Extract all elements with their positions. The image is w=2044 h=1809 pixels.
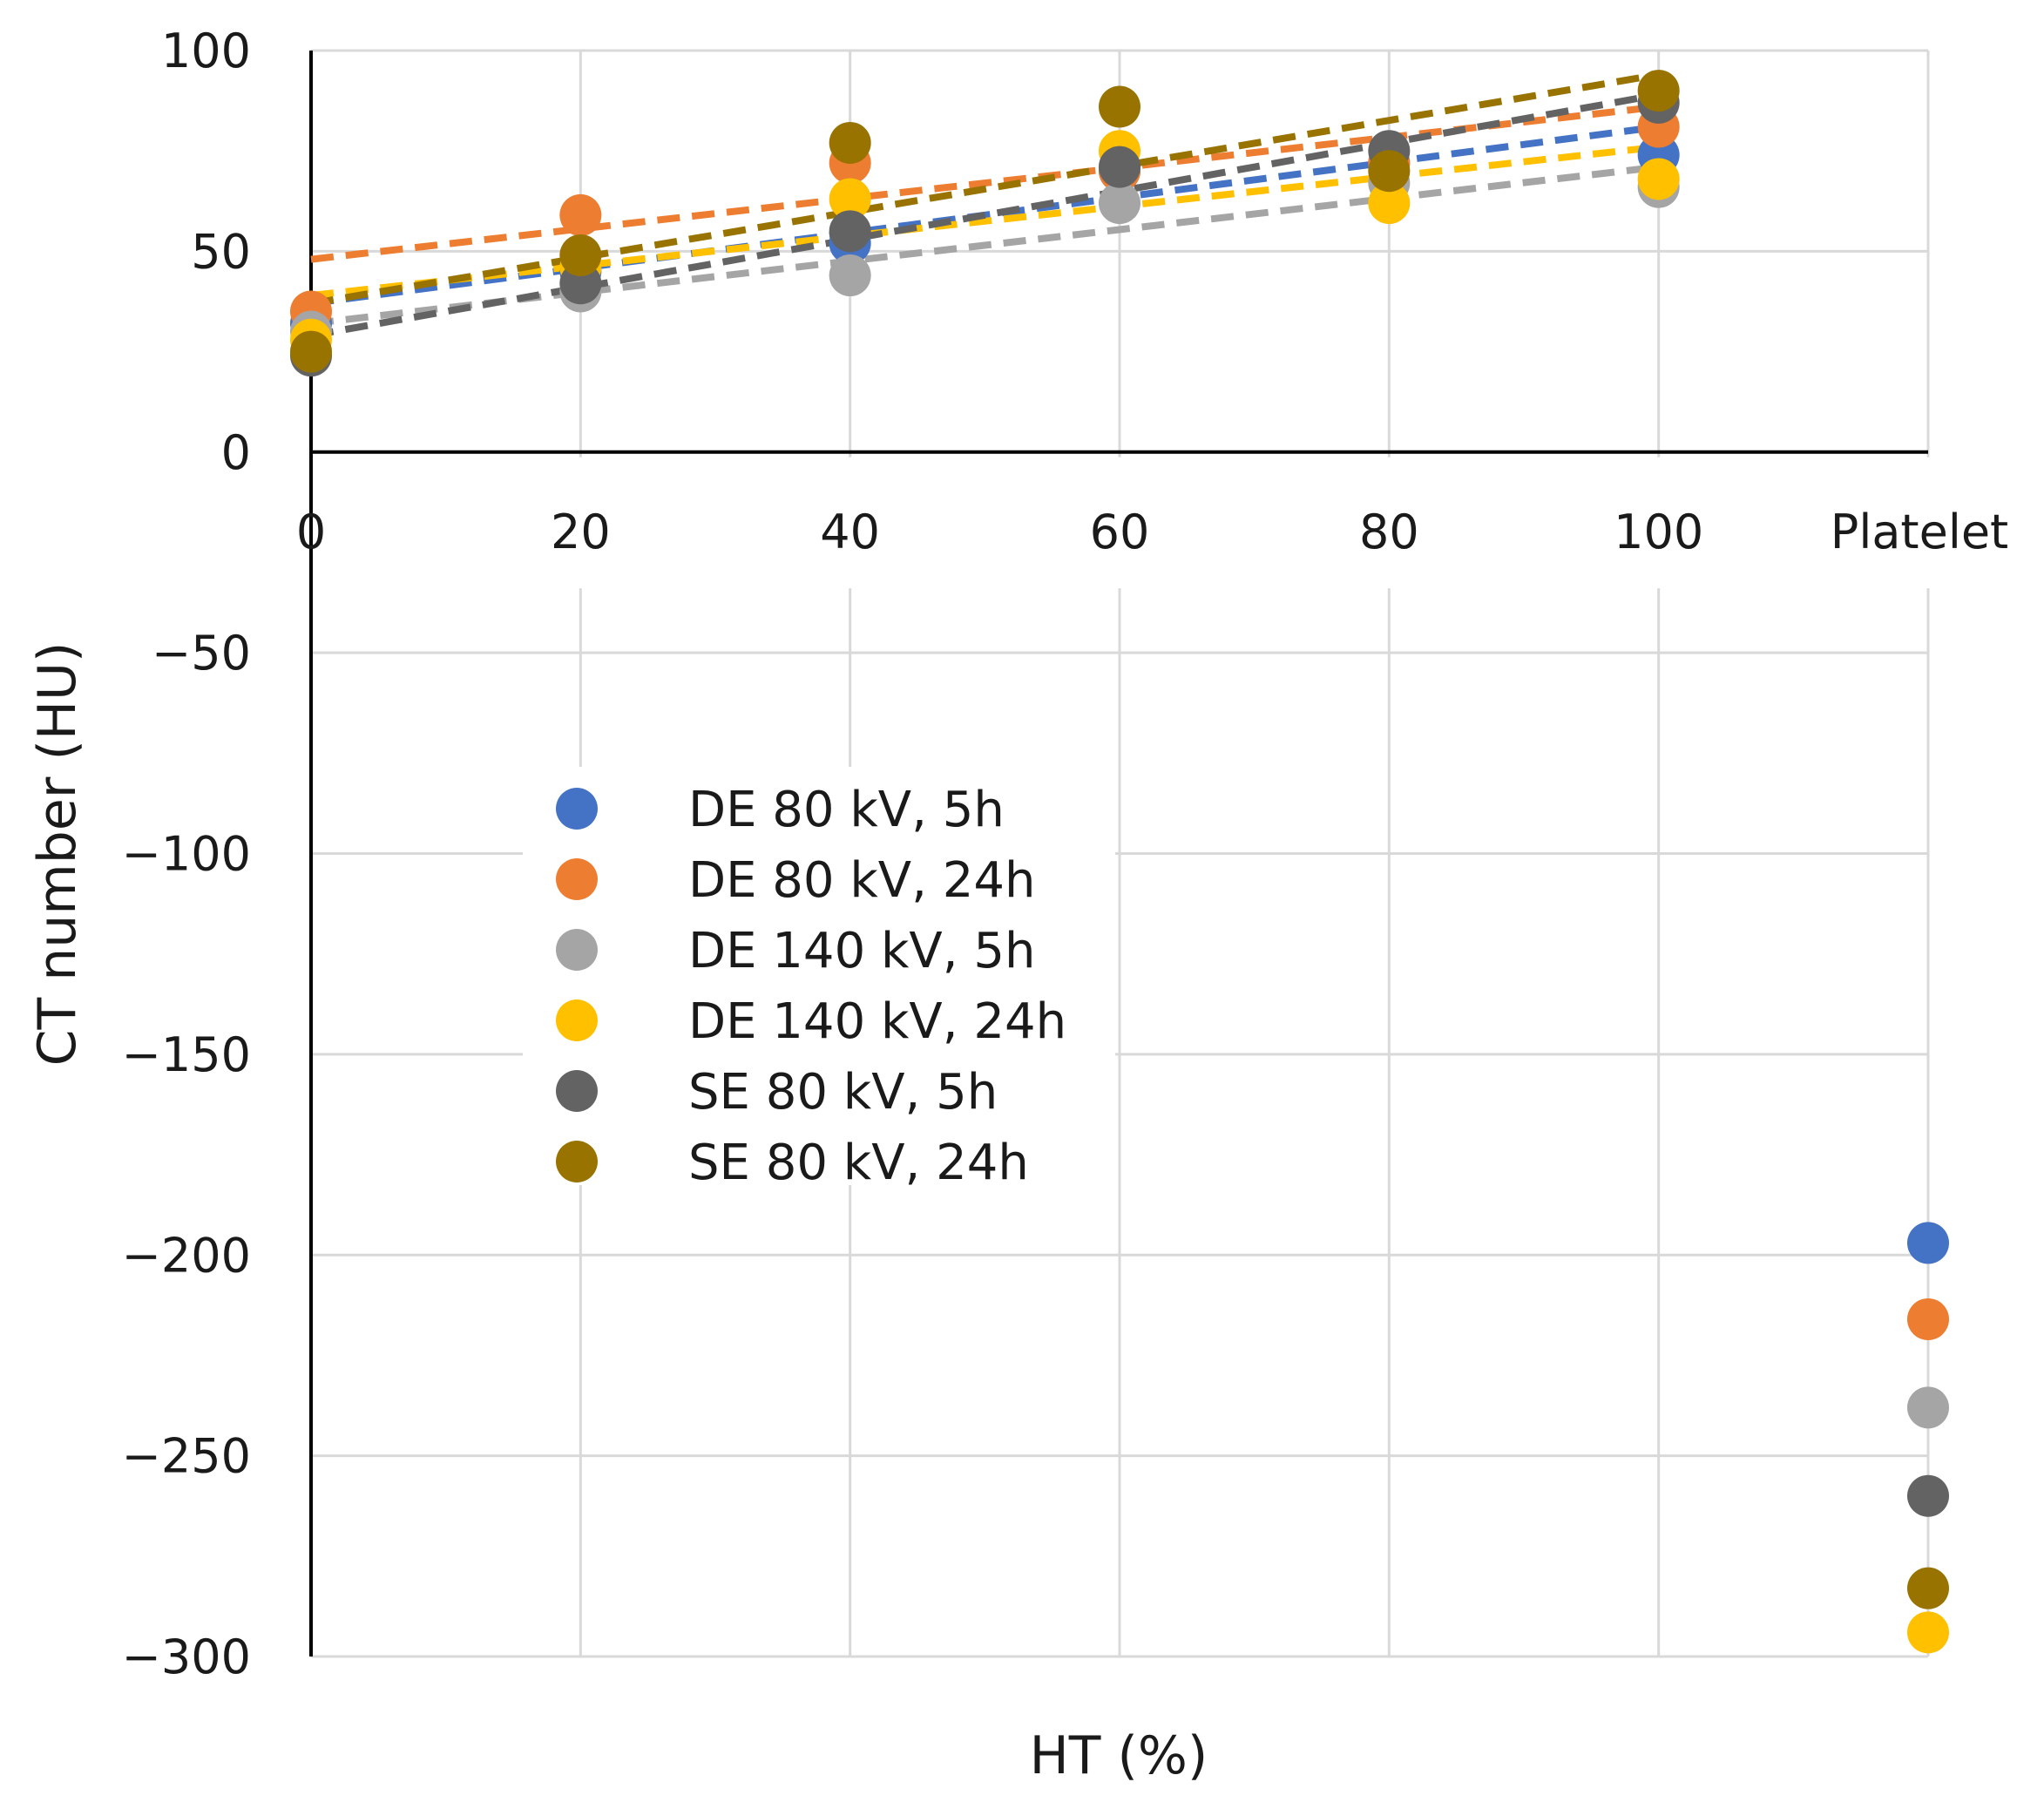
x-tick-label-platelet: Platelet [1831,505,2008,559]
y-tick-label: −50 [152,626,251,681]
legend-label: DE 80 kV, 24h [688,852,1035,909]
data-point [1099,85,1140,128]
data-points [290,70,1949,1654]
legend-marker [556,929,598,971]
legend: DE 80 kV, 5h DE 80 kV, 24h DE 140 kV, 5h DE… [523,767,1115,1191]
legend-marker [556,788,598,830]
x-tick-label: 100 [1614,505,1703,559]
y-tick-label: 50 [191,224,251,279]
legend-background [523,767,1115,1185]
y-tick-label: −100 [122,827,251,882]
data-point-platelet [1907,1611,1949,1654]
legend-marker [556,858,598,900]
data-point [290,330,332,373]
trendline [310,143,1660,300]
data-point [559,234,602,276]
data-point [1368,150,1411,193]
data-point [829,178,871,220]
tick-labels: 100 50 0 −50 −100 −150 −200 −250 −300 0 20 40 60 80 10… [122,24,2009,1684]
data-point [829,210,871,253]
data-point-platelet [1907,1474,1949,1517]
data-point [1368,182,1411,225]
x-tick-label: 0 [296,505,326,559]
legend-label: DE 140 kV, 24h [688,993,1066,1050]
data-point-platelet [1907,1567,1949,1609]
data-point-platelet [1907,1222,1949,1264]
x-axis-title: HT (%) [1030,1725,1208,1786]
y-tick-label: −250 [122,1429,251,1484]
y-tick-label: −300 [122,1629,251,1684]
trendline [310,91,1660,340]
legend-marker [556,1070,598,1112]
data-point [1637,158,1680,200]
legend-label: SE 80 kV, 5h [688,1064,998,1121]
data-point [829,254,871,297]
y-tick-label: 0 [221,425,251,480]
legend-label: DE 80 kV, 5h [688,782,1005,838]
trendlines [310,71,1660,340]
y-tick-label: 100 [161,24,251,78]
legend-marker [556,999,598,1041]
data-point-platelet [1907,1386,1949,1429]
trendline [310,71,1660,308]
y-axis-title: CT number (HU) [27,642,88,1067]
x-tick-label: 40 [820,505,880,559]
legend-marker [556,1141,598,1182]
x-tick-label: 60 [1090,505,1150,559]
data-point [829,121,871,164]
legend-label: SE 80 kV, 24h [688,1135,1029,1191]
x-tick-label: 20 [551,505,611,559]
trendline [310,103,1660,263]
y-tick-label: −150 [122,1027,251,1082]
y-tick-label: −200 [122,1228,251,1283]
x-label-band [261,457,2039,589]
data-point [559,193,602,236]
data-point [1099,146,1140,188]
x-tick-label: 80 [1359,505,1419,559]
data-point [1637,70,1680,112]
legend-label: DE 140 kV, 5h [688,923,1035,979]
data-point-platelet [1907,1297,1949,1340]
data-point [1099,182,1140,225]
